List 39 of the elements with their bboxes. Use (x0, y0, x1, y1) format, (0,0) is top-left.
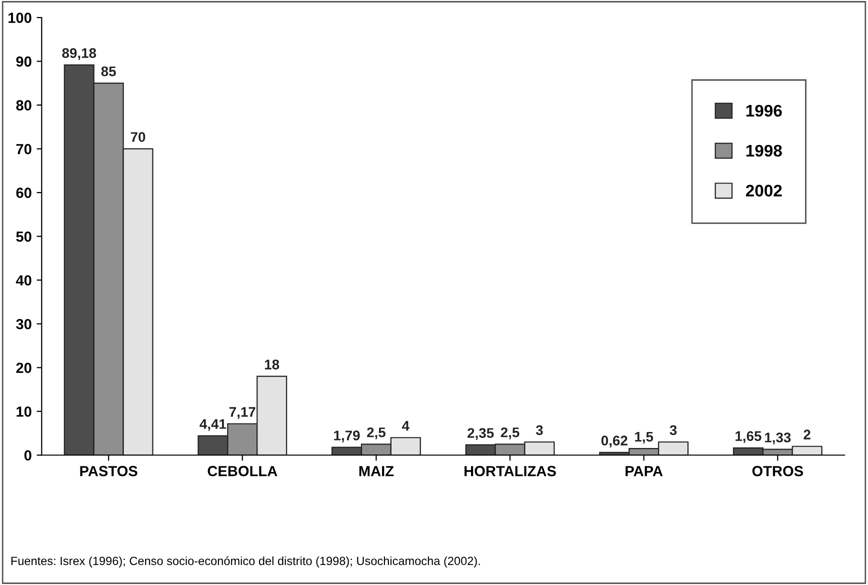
x-tick-label: CEBOLLA (208, 466, 278, 476)
y-tick-label: 90 (16, 56, 32, 67)
y-tick-label: 70 (16, 144, 32, 154)
x-tick-label: PAPA (626, 466, 663, 476)
data-label: 70 (130, 132, 146, 142)
x-tick-label: PASTOS (80, 466, 138, 476)
data-label: 85 (101, 66, 116, 76)
x-tick-label: HORTALIZAS (464, 466, 556, 476)
x-tick-label: OTROS (752, 466, 804, 476)
legend-label: 2002 (746, 184, 782, 197)
data-label: 18 (264, 360, 280, 370)
data-label: 2 (804, 430, 810, 440)
data-label: 1,79 (334, 430, 360, 442)
data-label: 1,65 (736, 431, 762, 444)
y-tick-label: 0 (24, 450, 32, 461)
y-tick-label: 50 (16, 231, 32, 242)
y-tick-label: 30 (16, 318, 32, 330)
data-label: 4 (402, 421, 410, 431)
legend-label: 1998 (746, 144, 782, 157)
y-tick-label: 100 (8, 12, 32, 23)
data-label: 1,5 (635, 432, 654, 444)
data-label: 4,41 (200, 419, 226, 431)
data-label: 1,33 (765, 432, 791, 444)
data-label: 0,62 (601, 436, 628, 448)
source-note: Fuentes: Isrex (1996); Censo socio-económico del distrito (1998); Usochicamocha (2002). (11, 556, 480, 568)
data-label: 3 (536, 425, 543, 436)
y-tick-label: 80 (16, 100, 32, 110)
data-label: 2,5 (500, 427, 520, 440)
data-label: 2,35 (468, 428, 494, 440)
legend-label: 1996 (746, 104, 782, 117)
y-tick-label: 40 (16, 275, 32, 286)
data-label: 7,17 (229, 407, 256, 419)
data-label: 3 (670, 425, 677, 436)
data-label: 89,18 (62, 48, 96, 60)
y-tick-label: 60 (16, 188, 32, 198)
y-tick-label: 10 (16, 406, 32, 417)
x-tick-label: MAIZ (359, 466, 394, 476)
data-label: 2,5 (367, 427, 386, 440)
y-tick-label: 20 (16, 362, 32, 374)
